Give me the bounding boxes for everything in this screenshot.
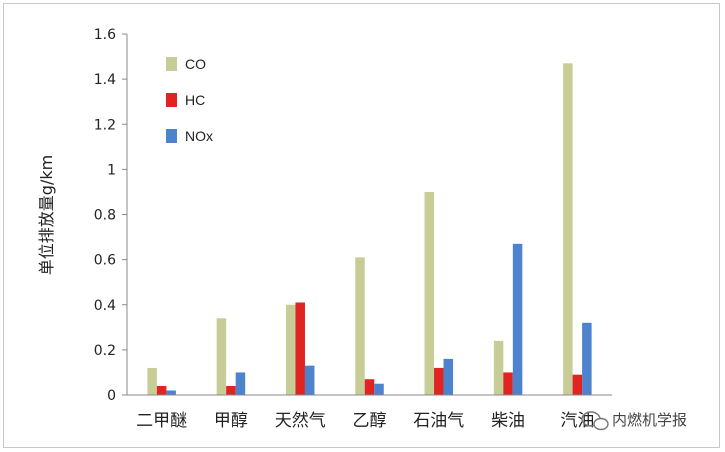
y-tick-label: 0.4 — [94, 298, 116, 314]
bar-hc-2 — [295, 302, 305, 395]
legend-label-nox: NOx — [185, 128, 213, 144]
y-tick-label: 1 — [107, 162, 116, 178]
x-tick-label: 汽油 — [560, 411, 594, 431]
x-tick-label: 乙醇 — [353, 411, 387, 431]
legend-swatch-nox — [166, 129, 177, 143]
bar-nox-4 — [443, 358, 454, 395]
bar-nox-0 — [166, 390, 176, 395]
x-tick-label: 天然气 — [275, 411, 326, 431]
bar-hc-1 — [226, 385, 236, 395]
chat-bubble-icon — [581, 411, 609, 431]
legend-label-co: CO — [185, 56, 206, 72]
legend-label-hc: HC — [185, 92, 205, 108]
bar-hc-6 — [572, 374, 583, 395]
bar-hc-4 — [434, 367, 444, 395]
bar-co-2 — [285, 304, 296, 395]
bar-hc-3 — [364, 379, 375, 395]
x-axis: 二甲醚 甲醇 天然气 乙醇 石油气 柴油 汽油 — [127, 394, 612, 431]
bar-co-1 — [216, 318, 227, 395]
bar-co-6 — [563, 63, 573, 396]
bar-co-4 — [424, 191, 435, 395]
y-tick-label: 0.8 — [94, 208, 116, 224]
y-axis: 0 0.2 0.4 0.6 0.8 1 1.2 1.4 1.6 — [94, 27, 128, 404]
x-tick-label: 石油气 — [413, 411, 464, 431]
x-tick-label: 二甲醚 — [136, 411, 187, 431]
y-axis-label: 单位排放量g/km — [37, 155, 56, 275]
y-tick-label: 1.2 — [94, 117, 116, 133]
bar-nox-3 — [374, 383, 384, 395]
bar-nox-2 — [304, 365, 315, 395]
watermark: 内燃机学报 — [581, 411, 687, 431]
bars — [147, 63, 592, 396]
chart-frame — [3, 3, 720, 448]
watermark-text: 内燃机学报 — [612, 411, 687, 429]
y-tick-label: 0.6 — [94, 253, 116, 269]
y-tick-label: 0.2 — [94, 343, 116, 359]
bar-hc-0 — [156, 385, 167, 395]
legend: CO HC NOx — [166, 56, 213, 144]
legend-swatch-hc — [166, 93, 177, 107]
bar-hc-5 — [503, 372, 513, 395]
y-tick-label: 0 — [107, 388, 116, 404]
bar-co-0 — [147, 367, 157, 395]
bar-nox-1 — [235, 372, 246, 395]
y-tick-label: 1.4 — [94, 72, 116, 88]
bar-nox-5 — [512, 243, 523, 395]
y-tick-label: 1.6 — [94, 27, 116, 43]
bar-co-3 — [355, 257, 365, 395]
bar-nox-6 — [582, 322, 592, 395]
x-tick-label: 甲醇 — [214, 411, 248, 431]
legend-swatch-co — [166, 57, 177, 71]
x-tick-label: 柴油 — [491, 411, 525, 431]
bar-co-5 — [493, 340, 504, 395]
